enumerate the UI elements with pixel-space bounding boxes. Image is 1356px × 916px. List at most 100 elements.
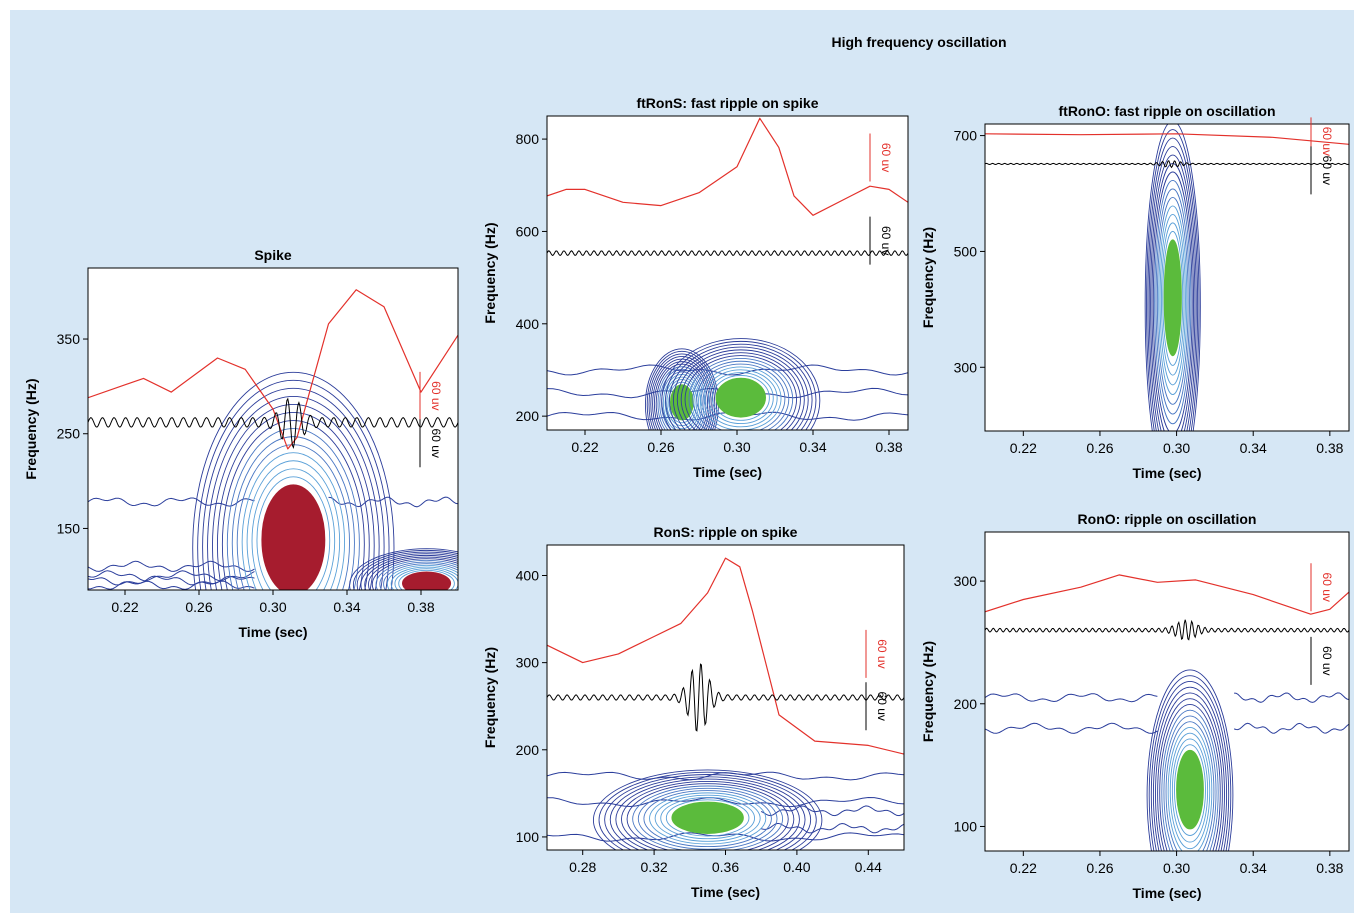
contour-ring [352, 549, 458, 590]
x-tick-label: 0.38 [875, 439, 902, 455]
contour-ring [711, 374, 770, 421]
contour-line [88, 570, 255, 582]
power-peak-0 [261, 484, 326, 590]
contour-ring [592, 769, 823, 850]
x-tick-label: 0.38 [1316, 440, 1343, 456]
contour-ring [1155, 188, 1190, 415]
contour-ring [349, 548, 458, 590]
y-axis-label: Frequency (Hz) [482, 647, 498, 748]
x-tick-label: 0.38 [1316, 860, 1343, 876]
contour-ring [1146, 129, 1200, 431]
contour-ring [221, 420, 365, 590]
contour-ring [1158, 205, 1188, 396]
contour-ring [649, 792, 767, 845]
x-tick-label: 0.26 [185, 599, 212, 615]
contour-line [88, 580, 255, 590]
y-axis-label: Frequency (Hz) [920, 641, 936, 742]
contour-ring [657, 366, 707, 430]
contour-ring [236, 444, 350, 590]
contour-line [88, 575, 255, 586]
contour-ring [637, 787, 778, 850]
y-tick-label: 400 [516, 568, 540, 584]
contour-line [1234, 692, 1349, 703]
y-tick-label: 600 [516, 223, 540, 239]
x-tick-label: 0.22 [1010, 860, 1037, 876]
contour-ring [1152, 686, 1228, 851]
contour-ring [598, 771, 817, 850]
panel-title: Spike [254, 247, 292, 263]
x-axis-label: Time (sec) [239, 624, 308, 640]
contour-ring [368, 556, 458, 590]
contour-ring [626, 783, 789, 850]
contour-ring [207, 395, 380, 590]
power-peak-0 [671, 801, 744, 834]
contour-ring [1161, 709, 1219, 851]
plot-content [547, 557, 904, 850]
x-axis-label: Time (sec) [693, 464, 762, 480]
contour-ring [212, 404, 375, 590]
x-tick-label: 0.22 [111, 599, 138, 615]
contour-ring [197, 379, 390, 590]
y-axis-label: Frequency (Hz) [23, 378, 39, 479]
contour-ring [668, 381, 696, 424]
x-tick-label: 0.36 [712, 859, 739, 875]
x-tick-label: 0.34 [1240, 440, 1267, 456]
x-tick-label: 0.38 [407, 599, 434, 615]
scale-bar-label: 60 uv [875, 639, 889, 668]
scale-bar-label: 60 uv [1320, 156, 1334, 185]
contour-ring [394, 568, 458, 590]
y-tick-label: 200 [516, 408, 540, 424]
scale-bar-label: 60 uv [429, 381, 443, 410]
y-tick-label: 400 [516, 316, 540, 332]
contour-ring [1162, 230, 1184, 366]
contour-ring [692, 360, 790, 430]
contour-ring [621, 780, 795, 850]
contour-ring [1147, 137, 1199, 431]
contour-line [761, 822, 904, 834]
contour-ring [1150, 680, 1230, 851]
contour-ring [375, 559, 458, 590]
contour-ring [604, 774, 812, 850]
contour-ring [664, 376, 700, 430]
contour-ring [386, 564, 458, 590]
y-tick-label: 700 [954, 128, 978, 144]
panel-rons: 60 uv 60 uv 0.28 0.32 0.36 0.40 0.44 100 200 300 4… [482, 524, 905, 900]
plot-area [985, 532, 1349, 851]
filtered-signal-trace [985, 159, 1349, 169]
x-tick-label: 0.40 [783, 859, 810, 875]
contour-ring [360, 553, 458, 590]
contour-ring [1171, 738, 1209, 843]
scale-bar-label: 60 uv [1320, 127, 1334, 156]
figure-heading: High frequency oscillation [831, 34, 1006, 50]
x-tick-label: 0.30 [259, 599, 286, 615]
contour-ring [231, 436, 355, 590]
scale-bar-label: 60 uv [1320, 573, 1334, 602]
x-axis-label: Time (sec) [691, 884, 760, 900]
contour-ring [390, 566, 458, 590]
raw-signal-trace [547, 117, 908, 216]
plot-content [88, 289, 458, 590]
raw-signal-trace [985, 133, 1349, 145]
contour-ring [1159, 213, 1186, 386]
contour-ring [646, 350, 718, 430]
contour-line [985, 693, 1158, 703]
x-tick-label: 0.26 [647, 439, 674, 455]
contour-ring [216, 412, 370, 590]
x-tick-label: 0.30 [723, 439, 750, 455]
filtered-signal-trace [547, 250, 908, 256]
raw-signal-trace [547, 557, 904, 755]
contour-ring [660, 797, 756, 840]
y-tick-label: 300 [954, 573, 978, 589]
contour-ring [1169, 732, 1211, 850]
contour-ring [700, 366, 782, 430]
scale-bar-label: 60 uv [429, 429, 443, 458]
contour-ring [1146, 669, 1234, 851]
contour-ring [383, 563, 458, 590]
contour-ring [665, 340, 817, 430]
contour-ring [1156, 196, 1189, 405]
contour-ring [684, 355, 797, 430]
panel-ftrons: 60 uv 60 uv 0.22 0.26 0.30 0.34 0.38 200 400 600 8… [482, 95, 909, 480]
plot-frame [984, 531, 1350, 852]
contour-ring [1165, 721, 1215, 851]
x-tick-label: 0.44 [855, 859, 882, 875]
